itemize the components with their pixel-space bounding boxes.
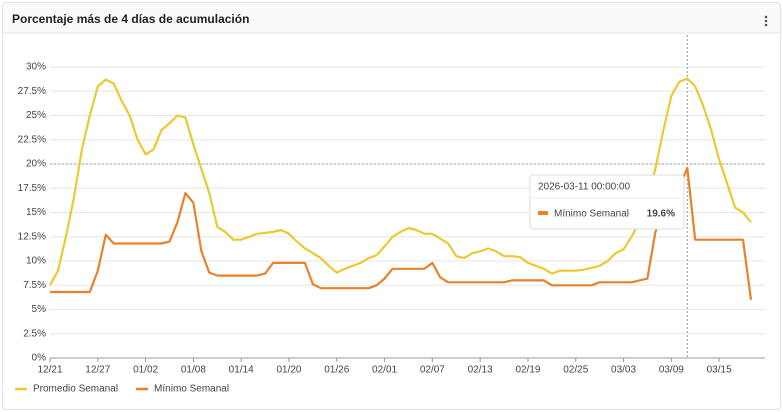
x-tick-label: 02/01 xyxy=(372,365,397,376)
x-tick-label: 03/15 xyxy=(707,365,732,376)
y-tick-label: 2.5% xyxy=(23,328,46,339)
chart-title: Porcentaje más de 4 días de acumulación xyxy=(12,12,249,26)
menu-button[interactable] xyxy=(764,15,768,27)
tooltip-swatch xyxy=(538,211,548,215)
legend-label: Promedio Semanal xyxy=(33,384,118,395)
y-tick-label: 5% xyxy=(32,304,47,315)
x-tick-label: 12/21 xyxy=(37,365,62,376)
x-tick-label: 02/19 xyxy=(515,365,540,376)
y-tick-label: 25% xyxy=(26,110,46,121)
series-line xyxy=(50,166,753,300)
tooltip-series: Mínimo Semanal xyxy=(554,209,629,220)
x-tick-label: 01/14 xyxy=(229,365,254,376)
legend-label: Mínimo Semanal xyxy=(154,384,229,395)
tooltip-value: 19.6% xyxy=(647,209,675,220)
y-tick-label: 27.5% xyxy=(18,86,46,97)
x-tick-label: 02/25 xyxy=(563,365,588,376)
header xyxy=(3,3,780,33)
series-line xyxy=(49,77,752,286)
x-tick-label: 01/20 xyxy=(276,365,301,376)
y-tick-label: 10% xyxy=(26,256,46,267)
y-tick-label: 30% xyxy=(26,62,46,73)
x-tick-label: 01/02 xyxy=(133,365,158,376)
chart: Porcentaje más de 4 días de acumulación … xyxy=(3,3,780,395)
x-tick-label: 01/08 xyxy=(181,365,206,376)
x-tick-label: 12/27 xyxy=(85,365,110,376)
x-tick-label: 03/03 xyxy=(611,365,636,376)
x-tick-label: 03/09 xyxy=(659,365,684,376)
x-tick-label: 02/13 xyxy=(468,365,493,376)
tooltip-title: 2026-03-11 00:00:00 xyxy=(538,182,631,193)
y-tick-label: 12.5% xyxy=(18,231,46,242)
y-tick-label: 0% xyxy=(32,353,47,364)
y-tick-label: 15% xyxy=(26,207,46,218)
y-tick-label: 22.5% xyxy=(18,134,46,145)
tooltip: 2026-03-11 00:00:00 Mínimo Semanal 19.6% xyxy=(529,174,685,230)
tooltip-box xyxy=(529,174,685,230)
y-tick-label: 17.5% xyxy=(18,183,46,194)
x-tick-label: 02/07 xyxy=(420,365,445,376)
y-tick-label: 20% xyxy=(26,159,46,170)
x-tick-label: 01/26 xyxy=(324,365,349,376)
y-tick-label: 7.5% xyxy=(23,280,46,291)
